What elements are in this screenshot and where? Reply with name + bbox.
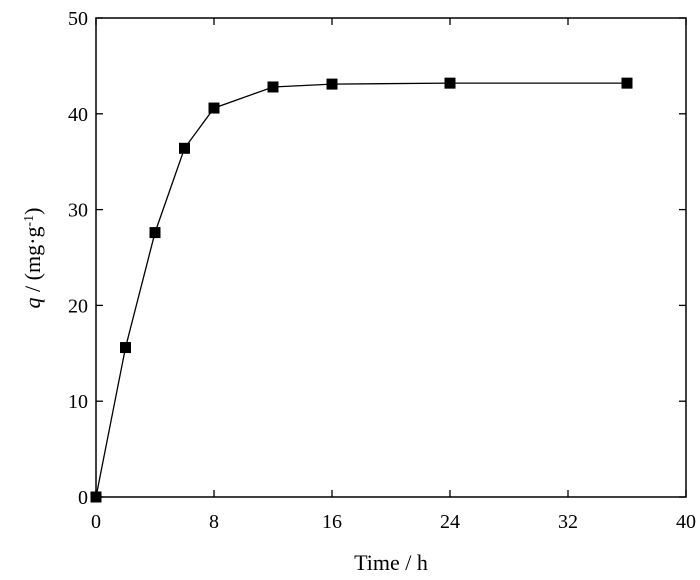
x-tick-label: 0 bbox=[91, 511, 101, 533]
y-tick-label: 20 bbox=[68, 295, 88, 317]
y-tick-label: 0 bbox=[78, 487, 88, 509]
data-point bbox=[149, 227, 161, 239]
x-axis-title: Time / h bbox=[354, 550, 428, 575]
data-point bbox=[444, 77, 456, 89]
data-point bbox=[621, 77, 633, 89]
series-line bbox=[95, 82, 627, 498]
x-tick-label: 8 bbox=[209, 511, 219, 533]
y-axis-title: q / (mg·g-1) bbox=[20, 208, 45, 309]
y-axis-unit-exponent: -1 bbox=[22, 215, 37, 227]
data-point bbox=[267, 81, 279, 93]
y-axis-unit-close: ) bbox=[20, 208, 45, 215]
y-tick-label: 50 bbox=[68, 8, 88, 30]
data-point bbox=[326, 78, 338, 90]
data-point bbox=[120, 342, 131, 354]
x-axis: 0 8 16 24 32 40 bbox=[91, 18, 696, 533]
x-tick-label: 40 bbox=[676, 511, 696, 533]
plot-frame bbox=[95, 17, 687, 498]
data-point bbox=[90, 491, 102, 503]
data-point bbox=[208, 102, 220, 114]
y-tick-label: 10 bbox=[68, 391, 88, 413]
data-point bbox=[179, 142, 190, 154]
y-axis-symbol: q bbox=[20, 297, 45, 308]
series-markers bbox=[90, 77, 633, 503]
x-tick-label: 24 bbox=[440, 511, 460, 533]
y-tick-label: 40 bbox=[68, 104, 88, 126]
x-tick-label: 32 bbox=[558, 511, 578, 533]
y-axis-unit: / (mg·g bbox=[20, 227, 45, 298]
y-tick-label: 30 bbox=[68, 200, 88, 222]
x-tick-label: 16 bbox=[322, 511, 342, 533]
